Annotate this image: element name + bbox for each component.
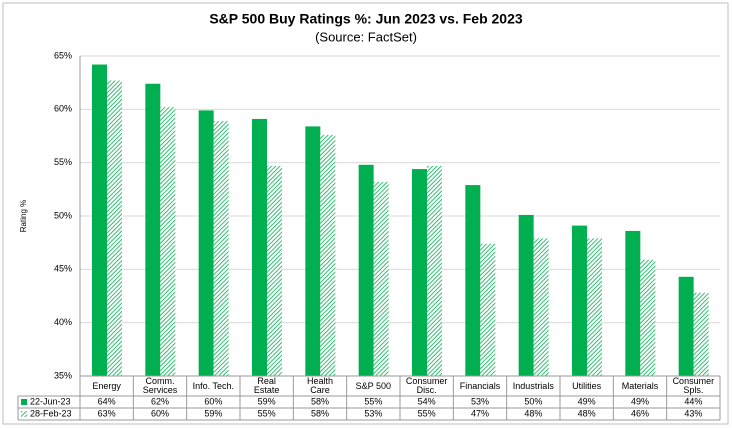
data-label: 48% [524, 408, 542, 418]
data-label: 47% [471, 408, 489, 418]
data-label: 58% [311, 396, 329, 406]
bar [412, 169, 427, 376]
x-tick-label: Health Care [306, 376, 333, 395]
data-label: 46% [631, 408, 649, 418]
data-label: 54% [418, 396, 436, 406]
data-label: 49% [578, 396, 596, 406]
y-axis-title: Rating % [19, 200, 28, 232]
data-label: 64% [98, 396, 116, 406]
y-tick-label: 65% [54, 50, 72, 60]
data-label: 55% [418, 408, 436, 418]
bar [572, 225, 587, 376]
bar [693, 292, 709, 376]
data-label: 58% [311, 408, 329, 418]
bar [107, 80, 122, 377]
x-tick-label: Consumer Spls. [672, 376, 715, 395]
legend-swatch [21, 399, 27, 405]
y-tick-label: 35% [54, 370, 72, 380]
data-label: 60% [151, 408, 169, 418]
x-tick-label: S&P 500 [355, 380, 391, 391]
bar [678, 276, 694, 376]
y-tick-label: 60% [54, 104, 72, 114]
x-tick-label: Info. Tech. [192, 380, 234, 391]
y-tick-label: 45% [54, 264, 72, 274]
bar [320, 134, 336, 376]
bar [160, 107, 176, 376]
bar [373, 181, 389, 376]
data-label: 59% [204, 408, 222, 418]
data-label: 43% [684, 408, 702, 418]
chart-title: S&P 500 Buy Ratings %: Jun 2023 vs. Feb … [209, 11, 523, 27]
x-tick-label: Industrials [512, 380, 554, 391]
data-label: 55% [258, 408, 276, 418]
bar [587, 238, 602, 376]
y-tick-label: 50% [54, 210, 72, 220]
x-tick-label: Consumer Disc. [405, 376, 448, 395]
data-label: 60% [204, 396, 222, 406]
y-tick-label: 55% [54, 157, 72, 167]
data-label: 49% [631, 396, 649, 406]
x-tick-label: Comm. Services [142, 376, 178, 395]
x-tick-label: Materials [621, 380, 659, 391]
bar [640, 259, 656, 376]
bar [198, 110, 214, 377]
bar [92, 64, 107, 377]
bar [533, 238, 549, 376]
x-tick-label: Financials [459, 380, 501, 391]
data-label: 53% [364, 408, 382, 418]
bar [625, 230, 641, 376]
data-label: 59% [258, 396, 276, 406]
bar [518, 214, 534, 376]
data-label: 53% [471, 396, 489, 406]
bar [427, 165, 442, 376]
data-label: 55% [364, 396, 382, 406]
data-label: 50% [524, 396, 542, 406]
y-tick-label: 40% [54, 317, 72, 327]
data-label: 48% [578, 408, 596, 418]
bar [358, 164, 374, 376]
chart-subtitle: (Source: FactSet) [315, 29, 417, 44]
legend-label: 22-Jun-23 [30, 396, 71, 406]
bar [267, 165, 282, 376]
bar [480, 243, 496, 376]
data-label: 44% [684, 396, 702, 406]
data-label: 62% [151, 396, 169, 406]
legend-label: 28-Feb-23 [30, 408, 72, 418]
bar [465, 185, 481, 376]
x-tick-label: Energy [92, 380, 121, 391]
legend-swatch [21, 411, 27, 417]
data-label: 63% [98, 408, 116, 418]
bar [305, 126, 321, 377]
bar [145, 83, 161, 376]
x-tick-label: Utilities [572, 380, 602, 391]
x-tick-label: Real Estate [253, 376, 280, 395]
bar [252, 118, 267, 376]
bar [213, 121, 229, 376]
